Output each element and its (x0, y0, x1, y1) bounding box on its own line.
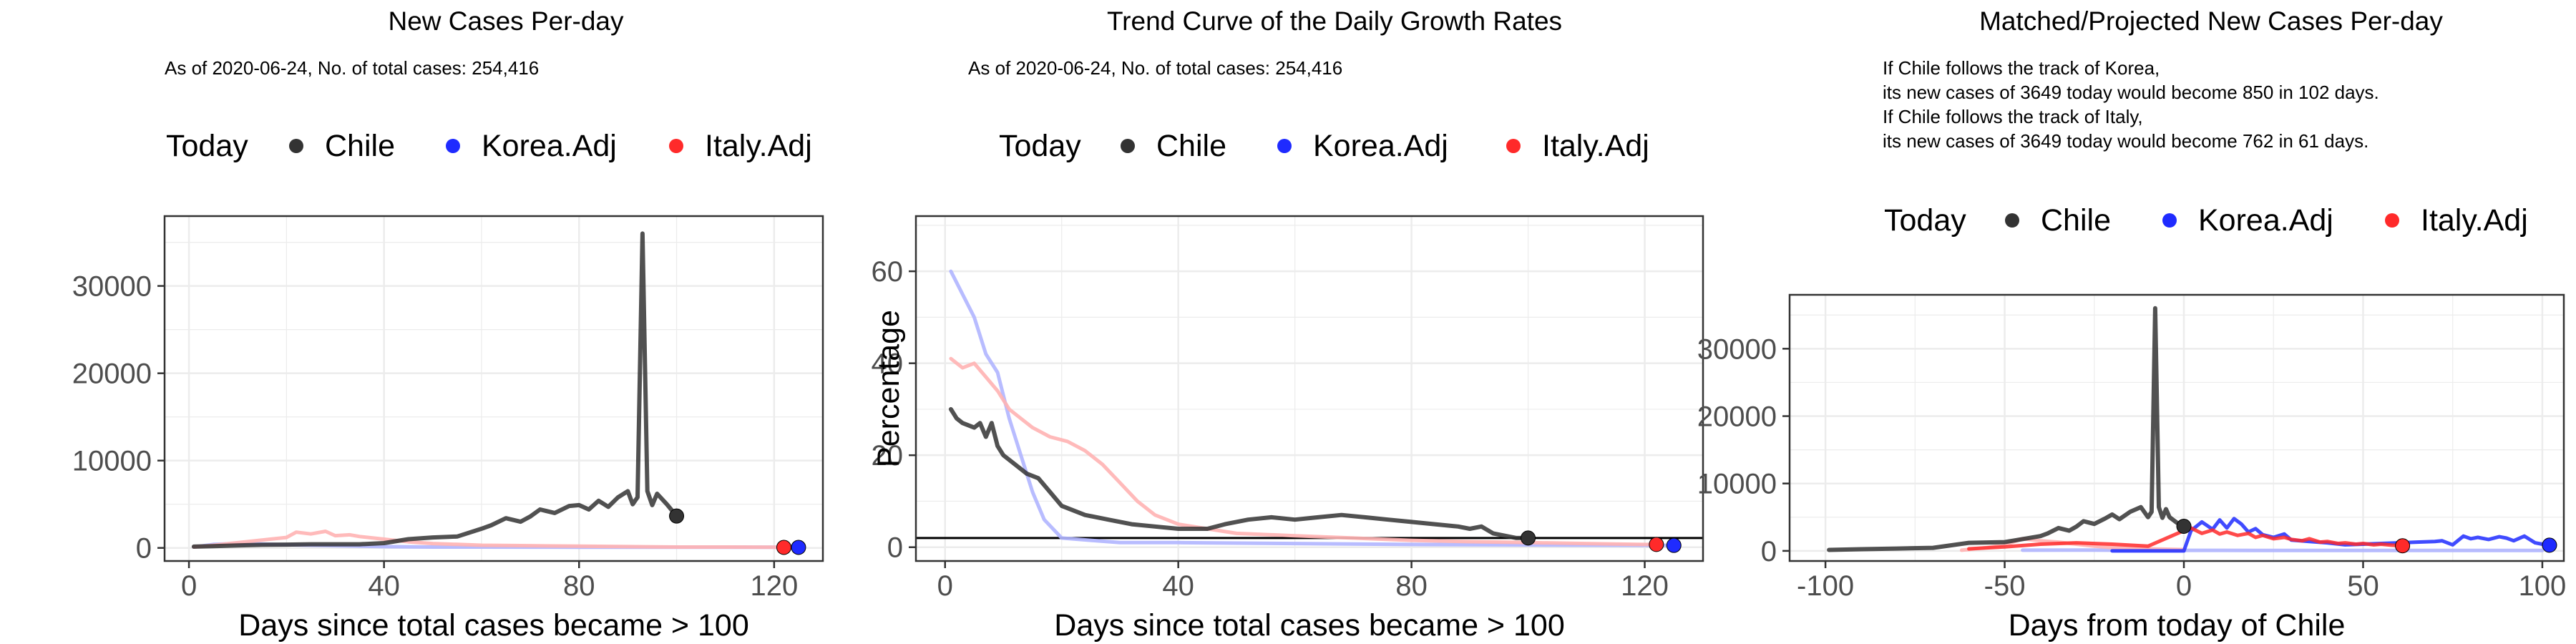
x-tick-label: 0 (937, 570, 953, 602)
y-tick-label: 10000 (72, 446, 152, 477)
legend-label: Korea.Adj (2198, 203, 2333, 238)
series-group (191, 231, 806, 555)
x-axis-title: Days since total cases became > 100 (238, 608, 748, 643)
y-axis: 0 10000 20000 30000 (72, 271, 165, 565)
today-point-italy-adj (1649, 537, 1664, 552)
x-tick-label: 0 (181, 570, 197, 602)
y-tick-label: 10000 (1697, 469, 1777, 500)
y-tick-label: 30000 (72, 271, 152, 303)
legend-key-dot (289, 139, 303, 153)
today-point-italy-adj (2395, 538, 2411, 554)
annotation-line: If Chile follows the track of Italy, (1883, 106, 2143, 127)
y-tick-label: 0 (136, 533, 152, 565)
series-line-chile (948, 406, 1531, 540)
plot-border (1788, 293, 2565, 562)
legend: Today Chile Korea.Adj Italy.Adj (1884, 203, 2528, 238)
x-tick-label: 40 (368, 570, 400, 602)
legend-key-dot (446, 139, 460, 153)
x-tick-label: 0 (2176, 570, 2192, 602)
annotation-line: If Chile follows the track of Korea, (1883, 57, 2160, 79)
y-axis: 0 10000 20000 30000 (1697, 333, 1790, 567)
legend-key-dot (1506, 139, 1521, 153)
chart-title: New Cases Per-day (388, 6, 624, 36)
x-axis: 0 40 80 120 (181, 561, 798, 602)
legend-label: Italy.Adj (1542, 129, 1649, 163)
y-tick-label: 0 (1761, 536, 1777, 567)
x-tick-label: -100 (1797, 570, 1854, 602)
gridlines (165, 216, 823, 561)
legend-label: Chile (2041, 203, 2111, 238)
legend-key-dot (1277, 139, 1292, 153)
today-point-italy-adj (776, 540, 791, 555)
series-line-italy-adj (949, 356, 1659, 547)
series-line-chile (1827, 306, 2186, 552)
legend-title: Today (166, 129, 248, 163)
chart-title: Matched/Projected New Cases Per-day (1979, 6, 2443, 36)
gridlines (916, 216, 1703, 561)
x-axis: -100 -50 0 50 100 (1797, 561, 2566, 602)
x-axis-title: Days since total cases became > 100 (1054, 608, 1564, 643)
series-group (948, 269, 1682, 553)
y-axis: 0 20 40 60 (872, 256, 916, 564)
x-axis: 0 40 80 120 (937, 561, 1669, 602)
legend-label: Chile (325, 129, 395, 163)
legend-key-dot (2005, 213, 2019, 228)
x-tick-label: -50 (1984, 570, 2026, 602)
series-line-italy-adj (1967, 526, 2405, 551)
x-tick-label: 120 (750, 570, 798, 602)
series-line-korea-adj (2110, 517, 2552, 553)
legend-label: Korea.Adj (482, 129, 617, 163)
y-tick-label: 40 (872, 348, 904, 380)
series-line-italy-adj (192, 530, 786, 550)
x-axis-title: Days from today of Chile (2009, 608, 2346, 643)
annotation-line: its new cases of 3649 today would become… (1883, 82, 2379, 103)
x-tick-label: 80 (563, 570, 595, 602)
y-tick-label: 30000 (1697, 333, 1777, 365)
x-tick-label: 40 (1162, 570, 1194, 602)
y-tick-label: 20 (872, 440, 904, 472)
matched-projected-chart: Matched/Projected New Cases Per-day If Ch… (1697, 6, 2567, 643)
legend-title: Today (999, 129, 1081, 163)
y-axis-title: Percentage (872, 310, 906, 467)
y-tick-label: 60 (872, 256, 904, 288)
legend-title: Today (1884, 203, 1966, 238)
y-tick-label: 20000 (72, 358, 152, 390)
legend-key-dot (669, 139, 683, 153)
today-point-chile (2176, 519, 2192, 535)
x-tick-label: 120 (1621, 570, 1669, 602)
legend-label: Chile (1156, 129, 1226, 163)
chart-subtitle: As of 2020-06-24, No. of total cases: 25… (968, 57, 1342, 79)
today-point-korea-adj (1666, 537, 1682, 553)
legend-label: Italy.Adj (2421, 203, 2528, 238)
legend: Today Chile Korea.Adj Italy.Adj (999, 129, 1649, 163)
series-line-korea-adj (949, 269, 1676, 547)
legend-label: Italy.Adj (705, 129, 812, 163)
y-tick-label: 0 (887, 532, 903, 564)
series-group (1827, 306, 2557, 554)
chart-subtitle: As of 2020-06-24, No. of total cases: 25… (165, 57, 539, 79)
annotation-line: its new cases of 3649 today would become… (1883, 130, 2368, 152)
x-tick-label: 100 (2519, 570, 2567, 602)
growth-rate-trend-chart: Trend Curve of the Daily Growth Rates As … (872, 6, 1704, 643)
y-tick-label: 20000 (1697, 401, 1777, 433)
today-point-korea-adj (2542, 537, 2557, 553)
series-line-korea-adj-history (2021, 548, 2545, 552)
plot-border (914, 215, 1704, 562)
series-line-chile (191, 231, 679, 549)
new-cases-per-day-chart: New Cases Per-day As of 2020-06-24, No. o… (72, 6, 824, 643)
chart-title: Trend Curve of the Daily Growth Rates (1107, 6, 1562, 36)
legend: Today Chile Korea.Adj Italy.Adj (166, 129, 812, 163)
legend-label: Korea.Adj (1313, 129, 1448, 163)
x-tick-label: 50 (2347, 570, 2379, 602)
legend-key-dot (1121, 139, 1135, 153)
today-point-chile (669, 508, 685, 524)
legend-key-dot (2162, 213, 2177, 228)
today-point-chile (1521, 530, 1536, 546)
plot-border (163, 215, 824, 562)
today-point-korea-adj (791, 540, 806, 555)
x-tick-label: 80 (1395, 570, 1428, 602)
legend-key-dot (2385, 213, 2399, 228)
